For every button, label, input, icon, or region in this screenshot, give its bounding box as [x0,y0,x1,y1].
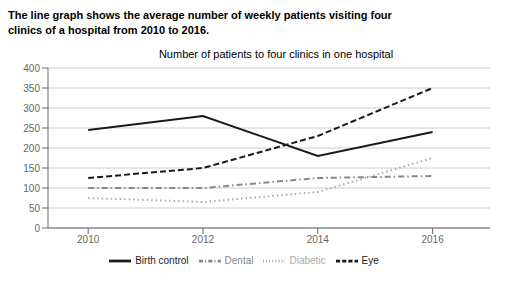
svg-text:2012: 2012 [192,234,215,245]
svg-text:2010: 2010 [77,234,100,245]
svg-text:2014: 2014 [307,234,330,245]
html-text:Dental: Dental [224,254,254,266]
html-text:The line graph shows the avera: The line graph shows the average number … [8,9,392,21]
svg-text:300: 300 [23,103,40,114]
svg-text:200: 200 [23,143,40,154]
svg-text:50: 50 [29,203,41,214]
html-text:clinics of a hospital from 201: clinics of a hospital from 2010 to 2016. [8,24,210,36]
html-text:Number of patients to four cli: Number of patients to four clinics in on… [158,48,394,60]
svg-text:100: 100 [23,183,40,194]
svg-text:2016: 2016 [421,234,444,245]
html-text:Birth control: Birth control [135,254,189,266]
svg-text:150: 150 [23,163,40,174]
html-text:Diabetic: Diabetic [289,254,326,266]
svg-text:0: 0 [34,223,40,234]
svg-text:350: 350 [23,83,40,94]
svg-text:250: 250 [23,123,40,134]
html-text:Eye: Eye [361,254,379,266]
svg-text:400: 400 [23,63,40,74]
